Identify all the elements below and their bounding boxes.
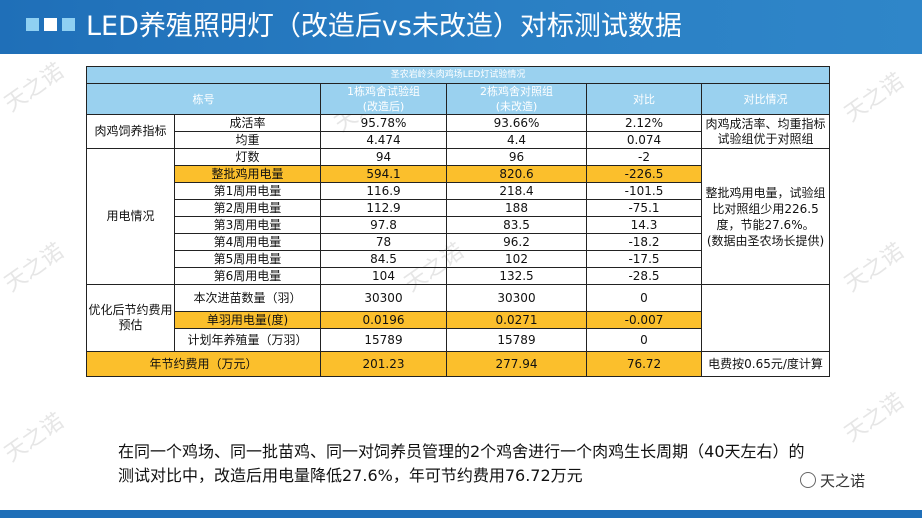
brand-logo: 天之诺 [800,470,865,491]
wechat-icon [800,472,816,488]
title-bar: LED养殖照明灯（改造后vs未改造）对标测试数据 [0,0,922,54]
cell: 电费按0.65元/度计算 [700,351,831,377]
cell: 0.0196 [320,311,447,329]
watermark: 天之诺 [840,68,909,128]
cell: 76.72 [586,351,702,377]
cell: 2.12% [586,114,702,132]
cell: 0 [586,284,702,312]
cell: -75.1 [586,199,702,217]
row-label: 单羽用电量(度) [174,311,321,329]
group-note: 肉鸡成活率、均重指标试验组优于对照组 [700,114,831,149]
cell: 4.4 [446,131,587,149]
decor-square [62,18,75,31]
header-cell: 2栋鸡舍对照组 (未改造) [446,83,587,115]
table-row: 计划年养殖量（万羽） 15789 15789 0 [87,328,830,352]
row-label: 整批鸡用电量 [174,165,321,183]
row-label: 均重 [174,131,321,149]
row-label: 计划年养殖量（万羽） [174,328,321,352]
table-row: 第4周用电量 78 96.2 -18.2 [87,233,830,251]
watermark: 天之诺 [840,388,909,448]
header-cell: 1栋鸡舍试验组 (改造后) [320,83,447,115]
watermark: 天之诺 [0,58,69,118]
watermark: 天之诺 [0,238,69,298]
row-label: 年节约费用（万元） [86,351,321,377]
table-row: 第1周用电量 116.9 218.4 -101.5 [87,182,830,200]
logo-text: 天之诺 [820,472,866,490]
group-label: 优化后节约费用预估 [86,284,175,352]
group-label: 肉鸡饲养指标 [86,114,175,149]
header-cell: 栋号 [86,83,321,115]
table-row: 第3周用电量 97.8 83.5 14.3 [87,216,830,234]
table-caption: 圣农岩岭头肉鸡场LED灯试验情况 [85,66,831,84]
row-label: 第4周用电量 [174,233,321,251]
cell: 30300 [446,284,587,312]
cell: 104 [320,267,447,285]
cell: 201.23 [320,351,447,377]
cell: -17.5 [586,250,702,268]
cell: -18.2 [586,233,702,251]
table-row: 第6周用电量 104 132.5 -28.5 [87,267,830,285]
row-label: 第1周用电量 [174,182,321,200]
cell: 96.2 [446,233,587,251]
row-label: 第3周用电量 [174,216,321,234]
cell: 4.474 [320,131,447,149]
table-header: 栋号 1栋鸡舍试验组 (改造后) 2栋鸡舍对照组 (未改造) 对比 对比情况 [86,83,831,115]
row-label: 第5周用电量 [174,250,321,268]
cell: -101.5 [586,182,702,200]
row-label: 第2周用电量 [174,199,321,217]
table-row: 第5周用电量 84.5 102 -17.5 [87,250,830,268]
cell: 78 [320,233,447,251]
cell: 0 [586,328,702,352]
cell: 15789 [320,328,447,352]
cell: 94 [320,148,447,166]
decor-square [26,18,39,31]
cell: 30300 [320,284,447,312]
cell: 112.9 [320,199,447,217]
cell: 95.78% [320,114,447,132]
cell: 820.6 [446,165,587,183]
comparison-table: 圣农岩岭头肉鸡场LED灯试验情况 栋号 1栋鸡舍试验组 (改造后) 2栋鸡舍对照… [85,66,831,377]
row-label: 灯数 [174,148,321,166]
cell: 277.94 [446,351,587,377]
cell: -226.5 [586,165,702,183]
header-cell: 对比 [586,83,702,115]
cell: 83.5 [446,216,587,234]
cell: 218.4 [446,182,587,200]
page-title: LED养殖照明灯（改造后vs未改造）对标测试数据 [86,11,682,42]
watermark: 天之诺 [0,408,69,468]
cell: 132.5 [446,267,587,285]
group-note: 整批鸡用电量，试验组比对照组少用226.5度，节能27.6%。 (数据由圣农场长… [700,148,831,285]
cell: -2 [586,148,702,166]
cell: 84.5 [320,250,447,268]
cell: 15789 [446,328,587,352]
cell: -0.007 [586,311,702,329]
cell: 188 [446,199,587,217]
header-cell: 对比情况 [700,83,831,115]
group-label: 用电情况 [86,148,175,285]
summary-text: 在同一个鸡场、同一批苗鸡、同一对饲养员管理的2个鸡舍进行一个肉鸡生长周期（40天… [118,442,805,485]
table-row: 优化后节约费用预估 本次进苗数量（羽） 30300 30300 0 [86,284,831,352]
row-label: 成活率 [174,114,321,132]
cell: 0.074 [586,131,702,149]
cell: 14.3 [586,216,702,234]
group-note [700,284,831,352]
cell: 96 [446,148,587,166]
watermark: 天之诺 [840,238,909,298]
decor-square [44,18,57,31]
cell: 594.1 [320,165,447,183]
row-label: 第6周用电量 [174,267,321,285]
cell: 102 [446,250,587,268]
cell: 93.66% [446,114,587,132]
table-row: 用电情况 灯数 94 96 -2 整批鸡用电量，试验组比对照组少用226.5度，… [86,148,831,285]
row-label: 本次进苗数量（羽） [174,284,321,312]
bottom-bar [0,510,922,518]
table-row-highlight: 年节约费用（万元） 201.23 277.94 76.72 电费按0.65元/度… [86,351,831,377]
cell: -28.5 [586,267,702,285]
table-row-highlight: 单羽用电量(度) 0.0196 0.0271 -0.007 [87,311,830,329]
cell: 97.8 [320,216,447,234]
table-row: 肉鸡饲养指标 成活率 95.78% 93.66% 2.12% 肉鸡成活率、均重指… [86,114,831,149]
cell: 0.0271 [446,311,587,329]
cell: 116.9 [320,182,447,200]
